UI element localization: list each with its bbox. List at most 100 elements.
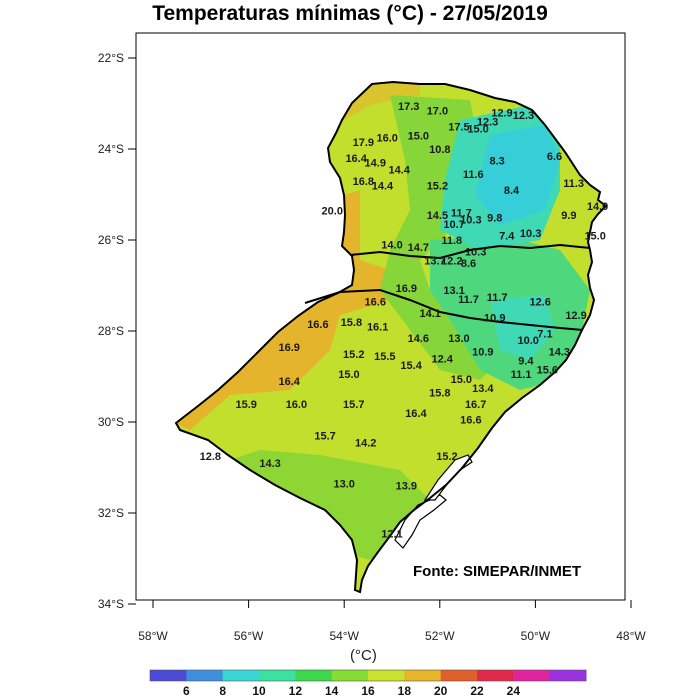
cold-zone-parana <box>475 125 560 225</box>
station-value: 7.4 <box>499 230 515 242</box>
station-value: 15.7 <box>343 399 364 411</box>
colorbar-segment <box>150 670 187 681</box>
station-value: 15.7 <box>314 431 335 443</box>
station-value: 16.4 <box>345 153 367 165</box>
station-value: 10.7 <box>443 219 464 231</box>
colorbar-segment <box>368 670 405 681</box>
station-value: 9.9 <box>561 210 576 222</box>
colorbar-segment <box>331 670 369 681</box>
station-value: 11.7 <box>487 292 508 304</box>
station-value: 14.2 <box>355 437 376 449</box>
station-value: 7.1 <box>537 328 552 340</box>
station-value: 11.8 <box>441 235 462 247</box>
station-value: 20.0 <box>322 205 343 217</box>
colorbar-label: 18 <box>398 684 412 698</box>
station-value: 15.0 <box>584 230 605 242</box>
border-parana-santa-catarina <box>349 243 591 260</box>
station-value: 14.3 <box>549 346 570 358</box>
station-value: 12.2 <box>441 255 462 267</box>
colorbar-label: 12 <box>289 684 303 698</box>
colorbar-label: 24 <box>507 684 521 698</box>
colorbar-label: 20 <box>434 684 448 698</box>
station-value: 14.3 <box>259 458 280 470</box>
colorbar-border <box>149 669 587 682</box>
station-value: 8.6 <box>461 258 476 270</box>
station-value: 14.4 <box>388 164 410 176</box>
station-value: 16.7 <box>465 399 486 411</box>
colorbar-label: 8 <box>219 684 226 698</box>
lat-tick-label: 26°S <box>98 233 124 247</box>
station-value: 16.0 <box>377 133 398 145</box>
lon-tick-label: 48°W <box>616 629 646 643</box>
station-value: 15.2 <box>436 451 457 463</box>
station-value: 12.4 <box>431 353 453 365</box>
colorbar-segment <box>513 670 551 681</box>
station-value: 15.6 <box>537 365 558 377</box>
colorbar-segment <box>186 670 224 681</box>
station-value: 8.3 <box>490 155 505 167</box>
station-value: 15.4 <box>400 360 422 372</box>
lon-tick-label: 54°W <box>329 629 359 643</box>
station-value: 11.1 <box>511 369 532 381</box>
source-credit: Fonte: SIMEPAR/INMET <box>413 563 582 580</box>
station-value: 16.0 <box>286 399 307 411</box>
warm-zone-southwest <box>176 285 390 430</box>
station-value: 11.7 <box>458 294 479 306</box>
station-value: 16.6 <box>365 296 386 308</box>
colorbar-label: 16 <box>361 684 375 698</box>
station-value: 15.8 <box>429 387 450 399</box>
station-value: 12.9 <box>491 108 512 120</box>
station-value: 15.5 <box>374 351 395 363</box>
lat-tick-label: 28°S <box>98 324 124 338</box>
colorbar-segment <box>549 670 587 681</box>
station-value: 15.2 <box>343 349 364 361</box>
station-value: 15.0 <box>338 369 359 381</box>
station-value: 14.0 <box>587 201 608 213</box>
station-value: 12.1 <box>381 528 402 540</box>
lat-tick-label: 32°S <box>98 506 124 520</box>
station-value: 14.9 <box>365 158 386 170</box>
station-value: 8.4 <box>504 185 520 197</box>
station-value: 13.1 <box>443 285 464 297</box>
station-value: 16.9 <box>279 342 300 354</box>
station-value: 14.7 <box>408 242 429 254</box>
lon-tick-label: 56°W <box>234 629 264 643</box>
station-value: 12.8 <box>200 451 221 463</box>
station-value: 16.9 <box>396 283 417 295</box>
colorbar-unit: (°C) <box>350 647 377 664</box>
station-value: 12.6 <box>529 296 550 308</box>
station-value: 13.4 <box>472 383 494 395</box>
lat-tick-label: 34°S <box>98 597 124 611</box>
station-value: 17.3 <box>398 101 419 113</box>
colorbar-segment <box>404 670 442 681</box>
station-value: 15.0 <box>408 130 429 142</box>
station-values: 17.3 17.0 12.9 12.317.515.012.317.9 16.0 15.0… <box>200 101 609 541</box>
map-title: Temperaturas mínimas (°C) - 27/05/2019 <box>152 2 548 25</box>
colorbar-label: 10 <box>252 684 266 698</box>
lat-tick-label: 24°S <box>98 142 124 156</box>
lon-tick-label: 58°W <box>138 629 168 643</box>
station-value: 15.0 <box>451 374 472 386</box>
station-value: 16.8 <box>353 176 374 188</box>
station-value: 13.0 <box>333 478 354 490</box>
colorbar-label: 6 <box>183 684 190 698</box>
colorbar-label: 22 <box>470 684 484 698</box>
station-value: 17.0 <box>427 105 448 117</box>
colorbar-segment <box>259 670 296 681</box>
colorbar-segment <box>440 670 478 681</box>
station-value: 13.7 <box>424 255 445 267</box>
station-value: 15.8 <box>341 317 362 329</box>
longitude-axis: 58°W 56°W 54°W 52°W 50°W 48°W <box>138 600 646 643</box>
station-value: 11.3 <box>563 178 584 190</box>
station-value: 10.8 <box>429 144 450 156</box>
station-value: 10.9 <box>484 312 505 324</box>
station-value: 14.1 <box>420 308 441 320</box>
station-value: 16.4 <box>279 376 301 388</box>
cyan-zone-sc <box>490 295 555 360</box>
station-value: 12.3 <box>477 117 498 129</box>
station-value: 12.9 <box>565 310 586 322</box>
station-value: 13.9 <box>396 481 417 493</box>
colorbar-label: 14 <box>325 684 339 698</box>
lagoon-2 <box>423 454 473 501</box>
station-value: 15.9 <box>235 399 256 411</box>
